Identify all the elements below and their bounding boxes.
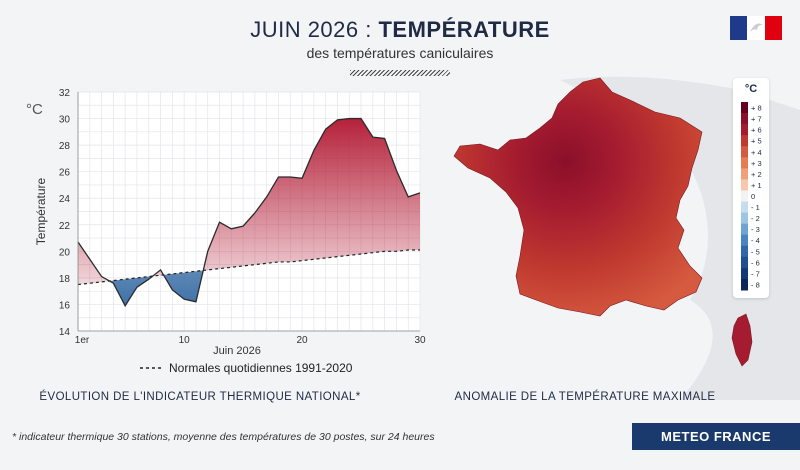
scale-swatch	[741, 146, 748, 158]
title-bold: TEMPÉRATURE	[378, 17, 550, 42]
scale-label: + 5	[751, 137, 762, 146]
scale-label: - 8	[751, 280, 760, 289]
scale-swatch	[741, 256, 748, 269]
scale-swatch	[741, 190, 748, 203]
chart-areas	[78, 118, 420, 306]
meteo-france-logo: METEO FRANCE	[632, 423, 800, 450]
page-title: JUIN 2026 : TEMPÉRATURE	[0, 17, 800, 43]
x-tick-label: 10	[179, 335, 191, 346]
scale-swatch	[741, 179, 748, 191]
chart-caption: ÉVOLUTION DE L'INDICATEUR THERMIQUE NATI…	[39, 391, 361, 403]
scale-swatch	[741, 157, 748, 169]
republique-francaise-logo	[730, 16, 782, 40]
x-tick-label: 1er	[75, 335, 90, 346]
scale-label: - 3	[751, 225, 760, 234]
y-tick-label: 22	[59, 221, 71, 232]
scale-swatch	[741, 223, 748, 236]
scale-label: - 6	[751, 258, 760, 267]
footnote: * indicateur thermique 30 stations, moye…	[12, 431, 435, 443]
map-scale-svg: °C + 8 + 7 + 6 + 5 + 4 + 3 + 2 + 1 0 - 1 - 2 - 3 - 4…	[741, 83, 762, 291]
scale-swatch	[741, 234, 748, 247]
scale-swatch	[741, 201, 748, 214]
scale-label: - 5	[751, 247, 760, 256]
y-tick-label: 28	[59, 141, 71, 152]
scale-label: + 6	[751, 126, 762, 135]
y-tick-label: 20	[59, 247, 71, 258]
map-unit-label: °C	[745, 83, 757, 95]
scale-label: + 8	[751, 104, 762, 113]
map-scale-legend: °C + 8 + 7 + 6 + 5 + 4 + 3 + 2 + 1 0 - 1 - 2 - 3 - 4…	[733, 78, 769, 298]
legend-label: Normales quotidiennes 1991-2020	[169, 361, 353, 375]
france-shape	[453, 77, 703, 317]
scale-swatch	[741, 113, 748, 125]
x-tick-label: 30	[414, 335, 426, 346]
x-axis-label: Juin 2026	[213, 345, 261, 357]
y-tick-label: 14	[59, 327, 71, 338]
temperature-chart: 14 16 18 20 22 24 26 28 30 32 1er 10 20 30 °C Tempéra…	[26, 88, 426, 375]
scale-labels: + 8 + 7 + 6 + 5 + 4 + 3 + 2 + 1 0 - 1 - 2 - 3 - 4 - 5…	[751, 104, 762, 290]
scale-swatch	[741, 124, 748, 136]
scale-bar	[741, 102, 748, 291]
scale-label: + 4	[751, 148, 762, 157]
y-unit-label: °C	[26, 101, 43, 118]
scale-label: - 2	[751, 214, 760, 223]
x-tick-label: 20	[297, 335, 309, 346]
chart-axes: 14 16 18 20 22 24 26 28 30 32 1er 10 20 30	[59, 88, 426, 346]
corsica-shape	[731, 313, 753, 367]
scale-label: - 4	[751, 236, 760, 245]
y-tick-label: 18	[59, 274, 71, 285]
y-tick-label: 32	[59, 88, 71, 99]
scale-swatch	[741, 135, 748, 147]
scale-swatch	[741, 245, 748, 258]
chart-legend: Normales quotidiennes 1991-2020	[140, 361, 353, 375]
scale-label: + 3	[751, 159, 762, 168]
scale-swatch	[741, 168, 748, 180]
area-above-normal	[78, 118, 420, 285]
y-axis-label: Température	[34, 177, 48, 245]
scale-swatch	[741, 102, 748, 114]
y-tick-label: 16	[59, 300, 71, 311]
scale-label: - 7	[751, 269, 760, 278]
scale-label: 0	[751, 192, 755, 201]
map-caption: ANOMALIE DE LA TEMPÉRATURE MAXIMALE	[454, 391, 716, 403]
series-temperature-line	[77, 117, 421, 308]
chart-lines	[77, 117, 421, 308]
y-tick-label: 24	[59, 194, 71, 205]
y-tick-label: 26	[59, 168, 71, 179]
y-tick-label: 30	[59, 115, 71, 126]
scale-swatch	[741, 278, 748, 291]
scale-swatch	[741, 267, 748, 280]
decorative-hatch	[350, 70, 450, 76]
scale-label: + 1	[751, 181, 762, 190]
page-subtitle: des températures caniculaires	[306, 45, 494, 61]
scale-label: + 2	[751, 170, 762, 179]
scale-label: + 7	[751, 115, 762, 124]
title-prefix: JUIN 2026 :	[250, 17, 379, 42]
scale-label: - 1	[751, 203, 760, 212]
scale-swatch	[741, 212, 748, 225]
